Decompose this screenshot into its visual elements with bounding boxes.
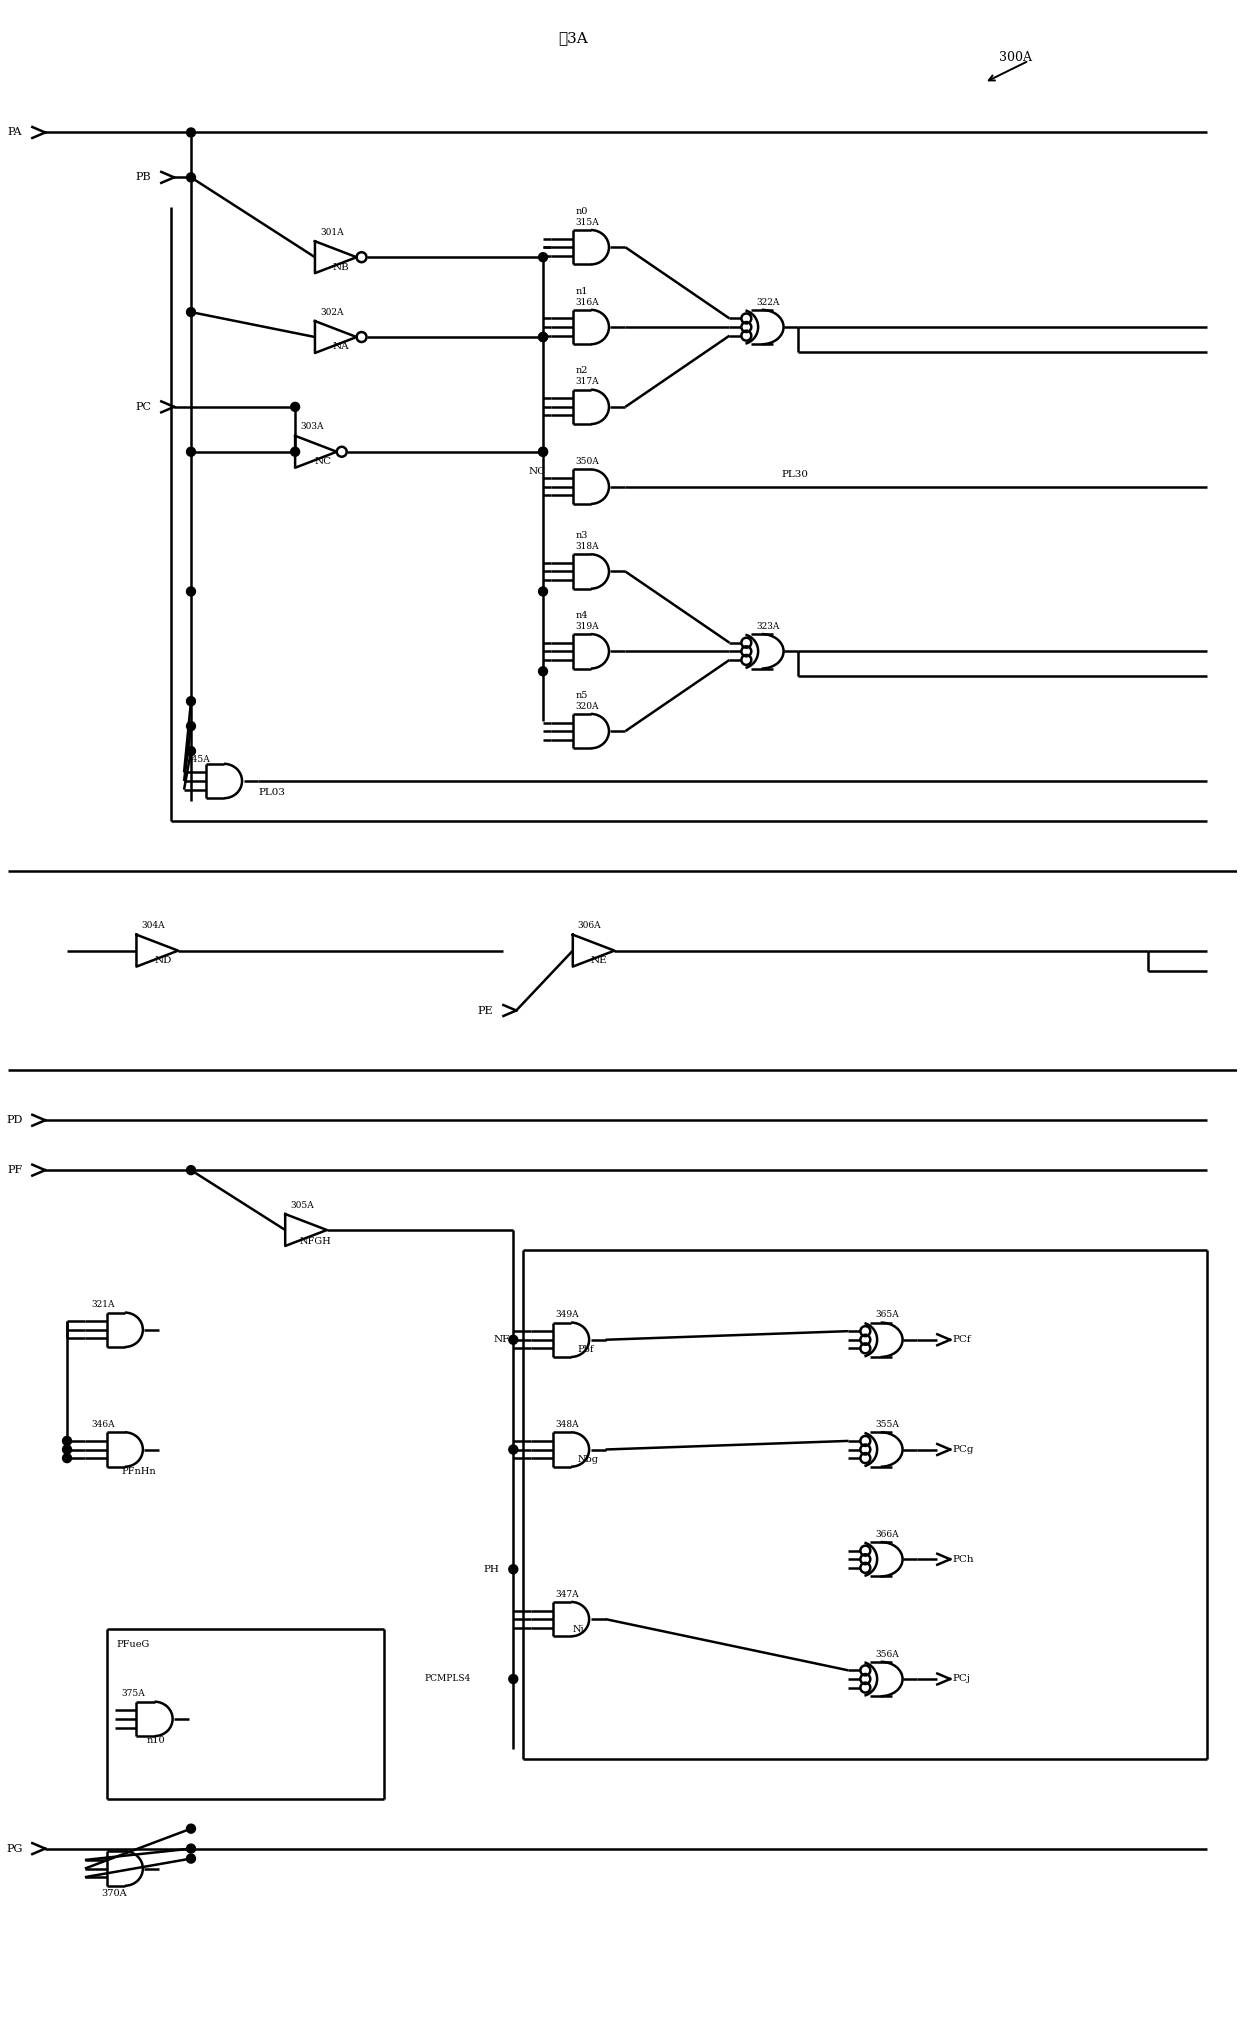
Text: PC: PC bbox=[135, 402, 151, 412]
Text: 316A: 316A bbox=[575, 297, 599, 307]
Circle shape bbox=[186, 586, 196, 596]
Text: PL03: PL03 bbox=[258, 788, 285, 798]
Text: ND: ND bbox=[154, 956, 171, 966]
Text: 318A: 318A bbox=[575, 542, 599, 552]
Text: NA: NA bbox=[332, 342, 350, 352]
Circle shape bbox=[186, 746, 196, 756]
Text: PCh: PCh bbox=[952, 1554, 973, 1564]
Text: 375A: 375A bbox=[122, 1690, 145, 1698]
Circle shape bbox=[186, 1843, 196, 1853]
Text: n2: n2 bbox=[575, 366, 588, 376]
Circle shape bbox=[508, 1564, 518, 1574]
Circle shape bbox=[186, 127, 196, 137]
Text: 346A: 346A bbox=[92, 1421, 115, 1429]
Text: 322A: 322A bbox=[756, 297, 780, 307]
Text: PB: PB bbox=[135, 172, 151, 182]
Text: 303A: 303A bbox=[300, 422, 324, 430]
Text: NFGH: NFGH bbox=[300, 1237, 332, 1247]
Circle shape bbox=[538, 333, 548, 342]
Text: 320A: 320A bbox=[575, 701, 599, 711]
Text: 345A: 345A bbox=[186, 754, 210, 764]
Circle shape bbox=[538, 253, 548, 261]
Text: PCj: PCj bbox=[952, 1675, 970, 1683]
Text: PF: PF bbox=[7, 1166, 22, 1174]
Text: 323A: 323A bbox=[756, 622, 780, 631]
Circle shape bbox=[186, 447, 196, 457]
Text: 349A: 349A bbox=[556, 1310, 579, 1320]
Text: PCMPLS4: PCMPLS4 bbox=[424, 1675, 470, 1683]
Text: 305A: 305A bbox=[290, 1200, 314, 1209]
Text: NC: NC bbox=[315, 457, 332, 467]
Text: PFnHn: PFnHn bbox=[122, 1467, 156, 1475]
Text: PFueG: PFueG bbox=[117, 1639, 150, 1649]
Text: 365A: 365A bbox=[875, 1310, 899, 1320]
Text: PE: PE bbox=[477, 1006, 494, 1015]
Circle shape bbox=[538, 447, 548, 457]
Text: 319A: 319A bbox=[575, 622, 599, 631]
Circle shape bbox=[62, 1445, 72, 1453]
Circle shape bbox=[186, 174, 196, 182]
Text: 347A: 347A bbox=[556, 1591, 579, 1599]
Circle shape bbox=[186, 697, 196, 705]
Text: 350A: 350A bbox=[575, 457, 599, 467]
Circle shape bbox=[290, 447, 300, 457]
Text: PG: PG bbox=[6, 1843, 22, 1853]
Text: 300A: 300A bbox=[999, 51, 1032, 65]
Text: 図3A: 図3A bbox=[558, 30, 588, 44]
Circle shape bbox=[186, 1853, 196, 1863]
Circle shape bbox=[186, 1166, 196, 1174]
Text: 355A: 355A bbox=[875, 1421, 899, 1429]
Text: 306A: 306A bbox=[578, 922, 601, 930]
Text: NC: NC bbox=[528, 467, 546, 477]
Circle shape bbox=[186, 307, 196, 317]
Text: 302A: 302A bbox=[320, 307, 343, 317]
Text: NE: NE bbox=[590, 956, 608, 966]
Text: PA: PA bbox=[7, 127, 22, 137]
Circle shape bbox=[538, 333, 548, 342]
Text: Nj: Nj bbox=[573, 1625, 584, 1633]
Circle shape bbox=[538, 586, 548, 596]
Text: NF: NF bbox=[494, 1336, 510, 1344]
Text: 370A: 370A bbox=[102, 1890, 128, 1898]
Text: n0: n0 bbox=[575, 206, 588, 216]
Text: PD: PD bbox=[6, 1116, 22, 1126]
Text: NB: NB bbox=[332, 263, 350, 271]
Circle shape bbox=[62, 1437, 72, 1445]
Text: Pbf: Pbf bbox=[578, 1346, 594, 1354]
Text: PH: PH bbox=[484, 1564, 500, 1574]
Text: 317A: 317A bbox=[575, 378, 599, 386]
Text: 304A: 304A bbox=[141, 922, 165, 930]
Circle shape bbox=[62, 1453, 72, 1463]
Text: n10: n10 bbox=[146, 1736, 165, 1746]
Circle shape bbox=[186, 721, 196, 732]
Circle shape bbox=[538, 667, 548, 675]
Circle shape bbox=[290, 402, 300, 412]
Text: PCg: PCg bbox=[952, 1445, 973, 1453]
Circle shape bbox=[186, 1825, 196, 1833]
Circle shape bbox=[508, 1445, 518, 1453]
Text: 356A: 356A bbox=[875, 1649, 899, 1659]
Circle shape bbox=[508, 1675, 518, 1683]
Text: n1: n1 bbox=[575, 287, 588, 295]
Text: PL30: PL30 bbox=[781, 471, 808, 479]
Text: 348A: 348A bbox=[556, 1421, 579, 1429]
Text: 366A: 366A bbox=[875, 1530, 899, 1538]
Circle shape bbox=[508, 1336, 518, 1344]
Text: n4: n4 bbox=[575, 610, 588, 620]
Circle shape bbox=[538, 447, 548, 457]
Text: PCf: PCf bbox=[952, 1336, 971, 1344]
Text: n3: n3 bbox=[575, 532, 588, 540]
Text: 315A: 315A bbox=[575, 218, 599, 226]
Text: n5: n5 bbox=[575, 691, 588, 699]
Text: 321A: 321A bbox=[92, 1300, 115, 1310]
Text: Nbg: Nbg bbox=[578, 1455, 599, 1463]
Text: 301A: 301A bbox=[320, 228, 343, 236]
